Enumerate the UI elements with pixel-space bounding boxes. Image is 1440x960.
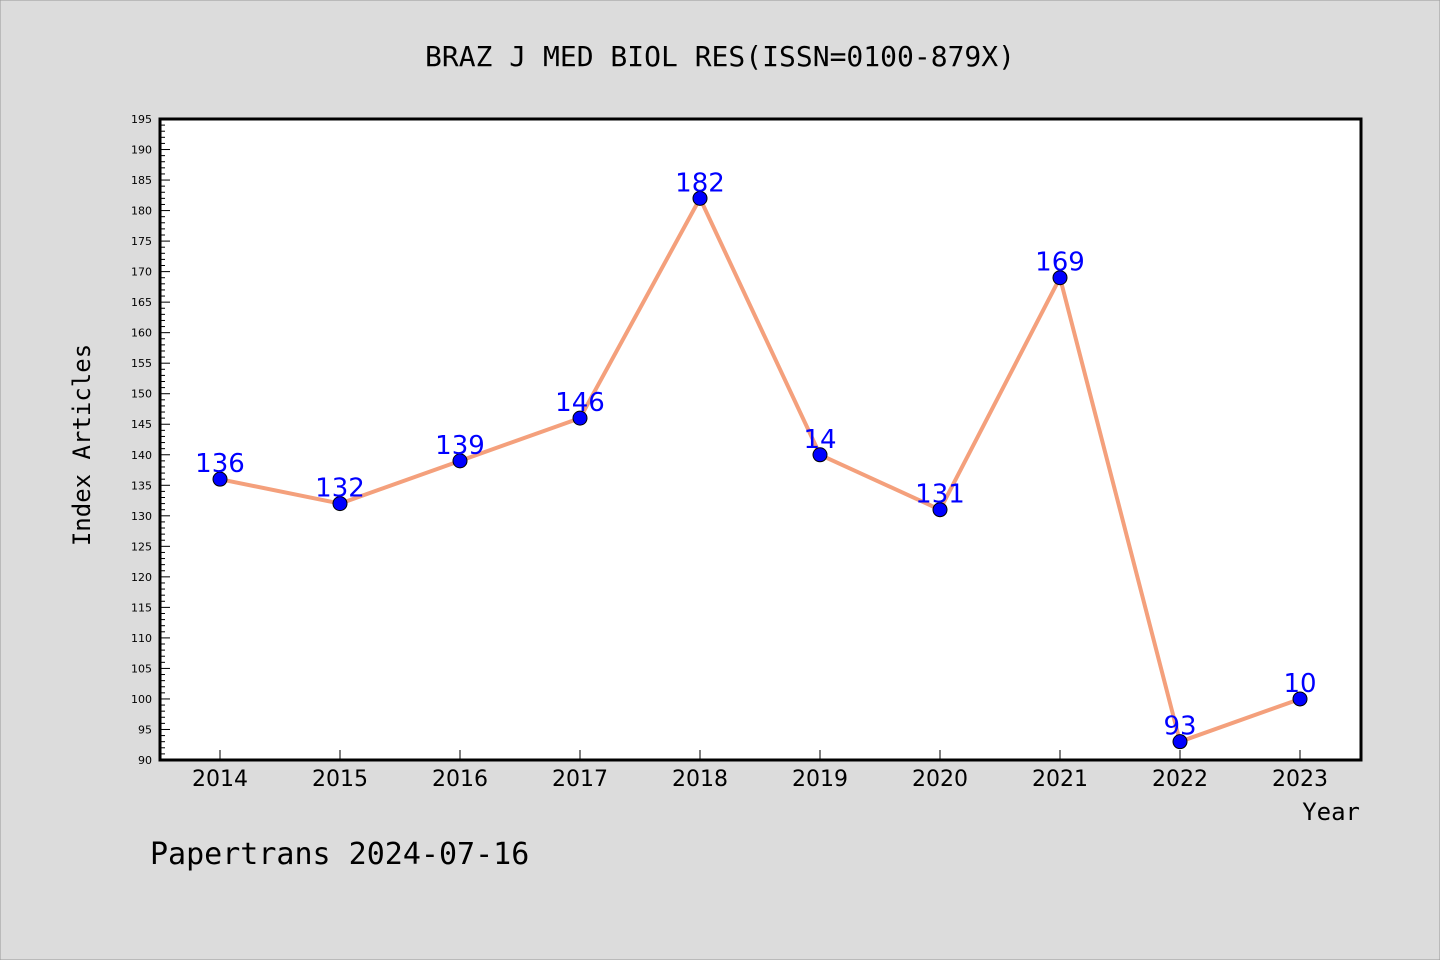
y-tick-label: 160 [131,327,152,340]
x-axis-label: Year [1302,798,1360,826]
y-tick-label: 155 [131,357,152,370]
data-label: 169 [1035,248,1085,278]
data-label: 10 [1283,669,1316,699]
x-tick-label: 2014 [192,767,248,792]
data-point [1052,270,1068,286]
y-tick-label: 165 [131,296,152,309]
y-tick-label: 110 [131,632,152,645]
data-point [572,410,588,426]
x-tick-label: 2023 [1272,767,1328,792]
data-label: 139 [435,431,485,461]
x-tick-label: 2018 [672,767,728,792]
data-point [1172,734,1188,750]
series-layer: 136 132 139 146 182 14 131 169 93 10 [195,168,1317,750]
data-label: 182 [675,168,725,198]
y-tick-label: 185 [131,174,152,187]
data-point [212,471,228,487]
data-point [932,502,948,518]
x-tick-label: 2022 [1152,767,1208,792]
data-point [452,453,468,469]
y-tick-label: 125 [131,540,152,553]
y-tick-label: 170 [131,266,152,279]
data-label: 14 [803,425,836,455]
y-tick-label: 150 [131,388,152,401]
data-point [332,496,348,512]
y-tick-label: 130 [131,510,152,523]
x-tick-label: 2020 [912,767,968,792]
data-point [812,447,828,463]
data-point [692,190,708,206]
y-tick-label: 175 [131,235,152,248]
y-tick-label: 145 [131,418,152,431]
data-label: 146 [555,388,605,418]
y-tick-label: 95 [138,723,152,736]
data-point [1292,691,1308,707]
x-tick-label: 2017 [552,767,608,792]
y-tick-label: 180 [131,205,152,218]
x-tick-label: 2021 [1032,767,1088,792]
y-tick-label: 190 [131,144,152,157]
y-tick-label: 115 [131,601,152,614]
x-axis: 2014 2015 2016 2017 2018 2019 2020 2021 2022 2023 [192,750,1328,792]
y-tick-label: 140 [131,449,152,462]
data-label: 136 [195,449,245,479]
y-axis-label: Index Articles [68,344,96,546]
series-line [218,196,1302,744]
x-tick-label: 2019 [792,767,848,792]
x-tick-label: 2015 [312,767,368,792]
data-label: 131 [915,480,965,510]
y-axis: 90 95 100 105 110 115 120 125 130 135 140 145 150 155… [131,113,170,767]
data-label: 93 [1163,712,1196,742]
y-tick-label: 195 [131,113,152,126]
chart-title: BRAZ J MED BIOL RES(ISSN=0100-879X) [425,40,1015,73]
y-tick-label: 120 [131,571,152,584]
footer-credit: Papertrans 2024-07-16 [150,837,529,872]
plot-area [158,117,1363,762]
y-tick-label: 135 [131,479,152,492]
y-tick-label: 105 [131,662,152,675]
y-tick-label: 90 [138,754,152,767]
x-tick-label: 2016 [432,767,488,792]
y-tick-label: 100 [131,693,152,706]
data-label: 132 [315,474,365,504]
